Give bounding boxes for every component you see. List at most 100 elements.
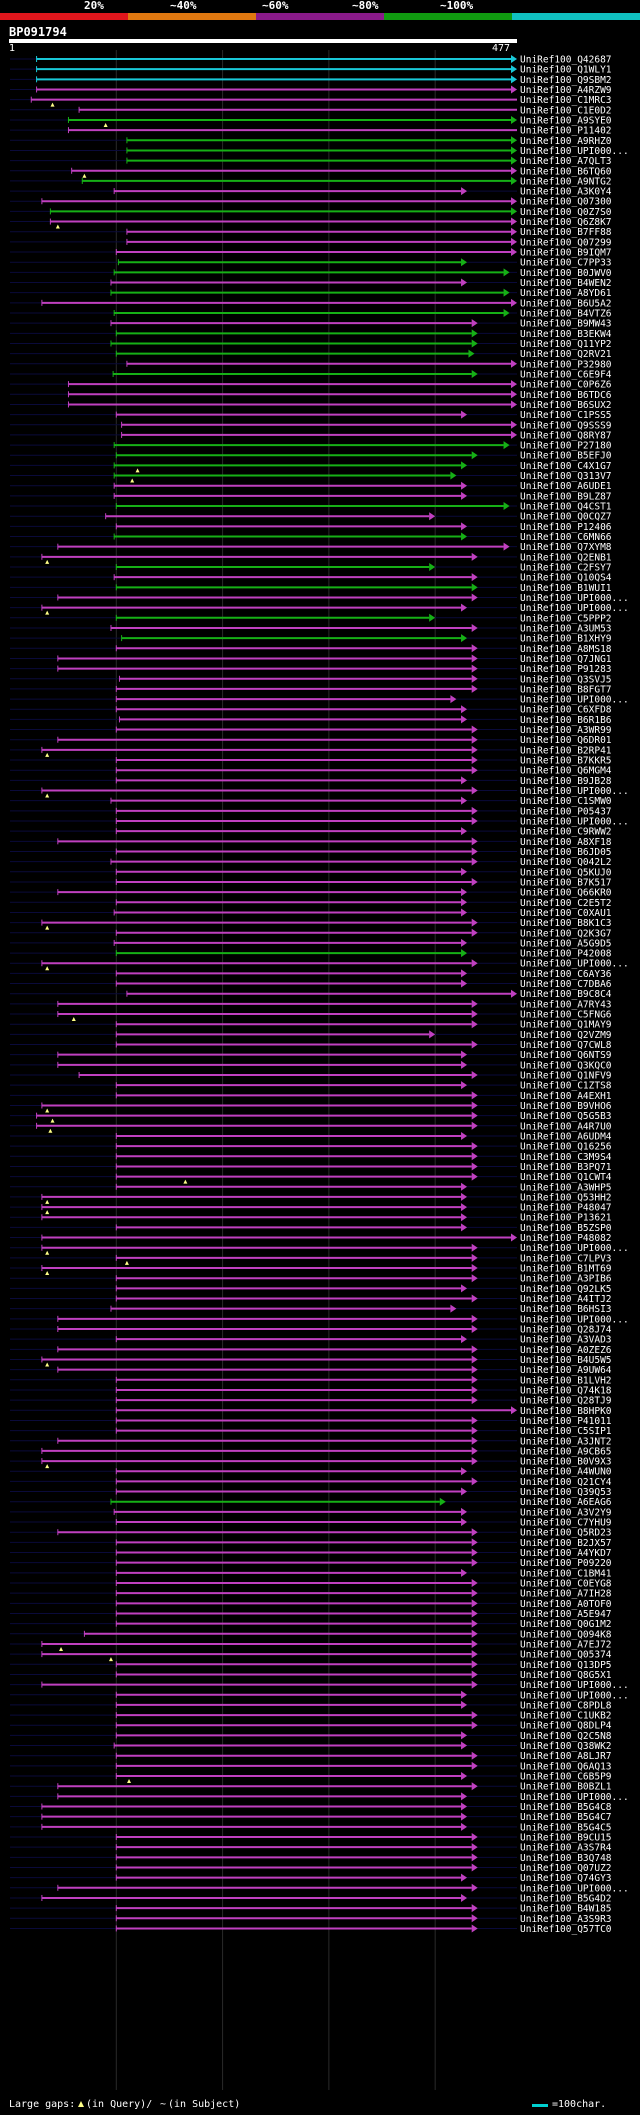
- hit-label[interactable]: UniRef100_P91283: [520, 664, 612, 675]
- hit-label[interactable]: UniRef100_Q7CWL8: [520, 1040, 612, 1051]
- hit-label[interactable]: UniRef100_B4VTZ6: [520, 309, 612, 320]
- hit-label[interactable]: UniRef100_A3K0Y4: [520, 187, 612, 198]
- hit-label[interactable]: UniRef100_P32980: [520, 359, 612, 370]
- hit-label[interactable]: UniRef100_Q094K8: [520, 1629, 612, 1640]
- hit-label[interactable]: UniRef100_A3S7R4: [520, 1843, 612, 1854]
- hit-label[interactable]: UniRef100_Q1CWT4: [520, 1172, 612, 1183]
- hit-label[interactable]: UniRef100_A6EAG6: [520, 1497, 612, 1508]
- hit-label[interactable]: UniRef100_UPI000...: [520, 1314, 629, 1325]
- hit-label[interactable]: UniRef100_Q313V7: [520, 471, 612, 482]
- hit-label[interactable]: UniRef100_A3UM53: [520, 623, 612, 634]
- hit-label[interactable]: UniRef100_Q9SBM2: [520, 75, 612, 86]
- hit-label[interactable]: UniRef100_A4WUN0: [520, 1467, 612, 1478]
- hit-label[interactable]: UniRef100_B4WEN2: [520, 278, 612, 289]
- hit-label[interactable]: UniRef100_A9CB65: [520, 1446, 612, 1457]
- hit-label[interactable]: UniRef100_UPI000...: [520, 1690, 629, 1701]
- hit-label[interactable]: UniRef100_A0TOF0: [520, 1599, 612, 1610]
- hit-label[interactable]: UniRef100_B6U5A2: [520, 298, 612, 309]
- hit-label[interactable]: UniRef100_Q8G5X1: [520, 1670, 612, 1681]
- hit-label[interactable]: UniRef100_A3V2Y9: [520, 1507, 612, 1518]
- hit-label[interactable]: UniRef100_B8FGT7: [520, 684, 612, 695]
- hit-label[interactable]: UniRef100_Q1MAY9: [520, 1020, 612, 1031]
- hit-label[interactable]: UniRef100_A3WR99: [520, 725, 612, 736]
- hit-label[interactable]: UniRef100_P13621: [520, 1213, 612, 1224]
- hit-label[interactable]: UniRef100_A0ZEZ6: [520, 1345, 612, 1356]
- hit-label[interactable]: UniRef100_UPI000...: [520, 1792, 629, 1803]
- hit-label[interactable]: UniRef100_B9IQM7: [520, 248, 612, 259]
- hit-label[interactable]: UniRef100_P09220: [520, 1558, 612, 1569]
- hit-label[interactable]: UniRef100_C1SMW0: [520, 796, 612, 807]
- hit-label[interactable]: UniRef100_B1WUI1: [520, 583, 612, 594]
- hit-label[interactable]: UniRef100_Q7JNG1: [520, 654, 612, 665]
- hit-label[interactable]: UniRef100_A9RHZ0: [520, 136, 612, 147]
- hit-label[interactable]: UniRef100_A3VAD3: [520, 1335, 612, 1346]
- hit-label[interactable]: UniRef100_B9LZ87: [520, 491, 612, 502]
- hit-label[interactable]: UniRef100_Q07UZ2: [520, 1863, 612, 1874]
- hit-label[interactable]: UniRef100_UPI000...: [520, 593, 629, 604]
- hit-label[interactable]: UniRef100_B3PQ71: [520, 1162, 612, 1173]
- hit-label[interactable]: UniRef100_Q74GY3: [520, 1873, 612, 1884]
- hit-label[interactable]: UniRef100_Q2ENB1: [520, 552, 612, 563]
- hit-label[interactable]: UniRef100_A4R7U0: [520, 1121, 612, 1132]
- hit-label[interactable]: UniRef100_P48047: [520, 1203, 612, 1214]
- hit-label[interactable]: UniRef100_Q8DLP4: [520, 1721, 612, 1732]
- hit-label[interactable]: UniRef100_Q2VZM9: [520, 1030, 612, 1041]
- hit-label[interactable]: UniRef100_Q11YP2: [520, 339, 612, 350]
- hit-label[interactable]: UniRef100_C5FNG6: [520, 1010, 612, 1021]
- hit-label[interactable]: UniRef100_Q6MGM4: [520, 766, 612, 777]
- hit-label[interactable]: UniRef100_C1BM41: [520, 1568, 612, 1579]
- hit-label[interactable]: UniRef100_B5G4C7: [520, 1812, 612, 1823]
- hit-label[interactable]: UniRef100_Q5G5B3: [520, 1111, 612, 1122]
- hit-label[interactable]: UniRef100_B5G4D2: [520, 1893, 612, 1904]
- hit-label[interactable]: UniRef100_C8PDL8: [520, 1700, 612, 1711]
- hit-label[interactable]: UniRef100_C1E0D2: [520, 105, 612, 116]
- hit-label[interactable]: UniRef100_C7DBA6: [520, 979, 612, 990]
- hit-label[interactable]: UniRef100_A3PIB6: [520, 1274, 612, 1285]
- hit-label[interactable]: UniRef100_A3WHP5: [520, 1182, 612, 1193]
- hit-label[interactable]: UniRef100_A8XF18: [520, 837, 612, 848]
- hit-label[interactable]: UniRef100_C0XAU1: [520, 908, 612, 919]
- hit-label[interactable]: UniRef100_B5ZSP0: [520, 1223, 612, 1234]
- hit-label[interactable]: UniRef100_UPI000...: [520, 146, 629, 157]
- hit-label[interactable]: UniRef100_Q28J74: [520, 1325, 612, 1336]
- hit-label[interactable]: UniRef100_Q07300: [520, 197, 612, 208]
- hit-label[interactable]: UniRef100_B9JB28: [520, 776, 612, 787]
- hit-label[interactable]: UniRef100_Q3SVJ5: [520, 674, 612, 685]
- hit-label[interactable]: UniRef100_B0BZL1: [520, 1782, 612, 1793]
- hit-label[interactable]: UniRef100_B9VHO6: [520, 1101, 612, 1112]
- hit-label[interactable]: UniRef100_A4ITJ2: [520, 1294, 612, 1305]
- hit-label[interactable]: UniRef100_Q8RY87: [520, 430, 612, 441]
- hit-label[interactable]: UniRef100_B3Q748: [520, 1853, 612, 1864]
- hit-label[interactable]: UniRef100_Q39Q53: [520, 1487, 612, 1498]
- hit-label[interactable]: UniRef100_A5E947: [520, 1609, 612, 1620]
- hit-label[interactable]: UniRef100_B3EKW4: [520, 329, 612, 340]
- hit-label[interactable]: UniRef100_B9CU15: [520, 1833, 612, 1844]
- hit-label[interactable]: UniRef100_Q13DP5: [520, 1660, 612, 1671]
- hit-label[interactable]: UniRef100_Q4CST1: [520, 502, 612, 513]
- hit-label[interactable]: UniRef100_Q7XYM8: [520, 542, 612, 553]
- hit-label[interactable]: UniRef100_P41011: [520, 1416, 612, 1427]
- hit-label[interactable]: UniRef100_B6SUX2: [520, 400, 612, 411]
- hit-label[interactable]: UniRef100_C3M9S4: [520, 1152, 612, 1163]
- hit-label[interactable]: UniRef100_C7LPV3: [520, 1253, 612, 1264]
- hit-label[interactable]: UniRef100_A9UW64: [520, 1365, 612, 1376]
- hit-label[interactable]: UniRef100_Q1WLY1: [520, 65, 612, 76]
- hit-label[interactable]: UniRef100_Q10QS4: [520, 573, 612, 584]
- hit-label[interactable]: UniRef100_C0P6Z6: [520, 380, 612, 391]
- hit-label[interactable]: UniRef100_Q2K3G7: [520, 928, 612, 939]
- hit-label[interactable]: UniRef100_C6MN66: [520, 532, 612, 543]
- hit-label[interactable]: UniRef100_UPI000...: [520, 695, 629, 706]
- hit-label[interactable]: UniRef100_B8HPK0: [520, 1406, 612, 1417]
- hit-label[interactable]: UniRef100_C2FSY7: [520, 563, 612, 574]
- hit-label[interactable]: UniRef100_A4YKD7: [520, 1548, 612, 1559]
- hit-label[interactable]: UniRef100_C6B5P9: [520, 1772, 612, 1783]
- hit-label[interactable]: UniRef100_C2E5T2: [520, 898, 612, 909]
- hit-label[interactable]: UniRef100_C5SIP1: [520, 1426, 612, 1437]
- hit-label[interactable]: UniRef100_Q92LK5: [520, 1284, 612, 1295]
- hit-label[interactable]: UniRef100_A5G9D5: [520, 938, 612, 949]
- hit-label[interactable]: UniRef100_C0EYG8: [520, 1579, 612, 1590]
- hit-label[interactable]: UniRef100_A7EJ72: [520, 1639, 612, 1650]
- hit-label[interactable]: UniRef100_C1PSS5: [520, 410, 612, 421]
- hit-label[interactable]: UniRef100_Q66KR0: [520, 888, 612, 899]
- hit-label[interactable]: UniRef100_P42008: [520, 949, 612, 960]
